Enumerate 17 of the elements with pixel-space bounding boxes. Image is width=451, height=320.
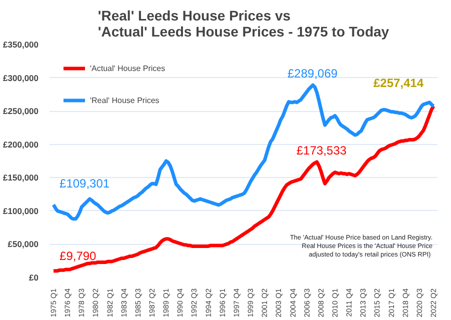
y-tick-label: £0 (29, 272, 39, 282)
chart-title: 'Real' Leeds House Prices vs 'Actual' Leeds House Prices - 1975 to Today (98, 8, 390, 40)
line-series (52, 104, 436, 273)
legend-label: 'Real' House Prices (90, 96, 160, 104)
annotation: £257,414 (373, 76, 424, 90)
annotation: £289,069 (288, 66, 338, 80)
y-tick-label: £250,000 (3, 106, 39, 116)
y-tick-label: £350,000 (3, 40, 39, 50)
y-tick-label: £150,000 (3, 172, 39, 183)
y-tick-label: £100,000 (3, 206, 39, 216)
annotation: £9,790 (60, 248, 97, 263)
legend-label: 'Actual' House Prices (90, 64, 166, 72)
y-tick-label: £300,000 (3, 72, 39, 83)
annotation: £173,533 (296, 144, 347, 158)
y-tick-label: £200,000 (3, 139, 39, 150)
y-tick-label: £50,000 (8, 239, 39, 250)
annotation: £109,301 (60, 176, 110, 191)
